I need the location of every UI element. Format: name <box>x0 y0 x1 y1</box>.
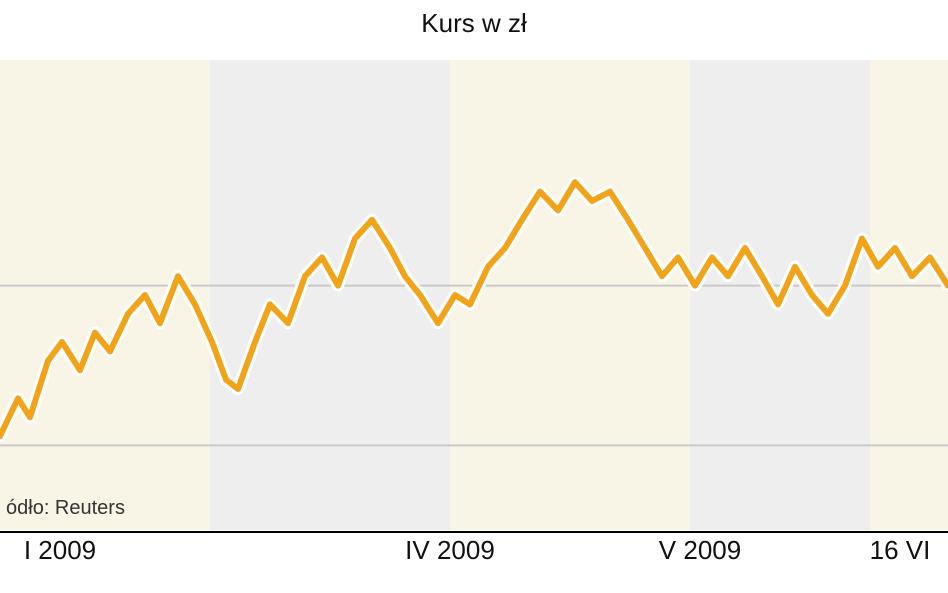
chart-plot <box>0 60 948 530</box>
x-axis-label: IV 2009 <box>405 535 495 566</box>
chart-title: Kurs w zł <box>0 8 948 39</box>
x-axis-label: V 2009 <box>659 535 741 566</box>
chart-container: Kurs w zł ódło: Reuters I 2009 IV 2009 V 2… <box>0 0 948 593</box>
x-axis-label: 16 VI <box>870 535 931 566</box>
chart-source: ódło: Reuters <box>6 497 125 520</box>
x-axis-label: I 2009 <box>24 535 96 566</box>
x-axis-line <box>0 531 948 533</box>
x-axis-labels: I 2009 IV 2009 V 2009 16 VI <box>0 535 948 575</box>
